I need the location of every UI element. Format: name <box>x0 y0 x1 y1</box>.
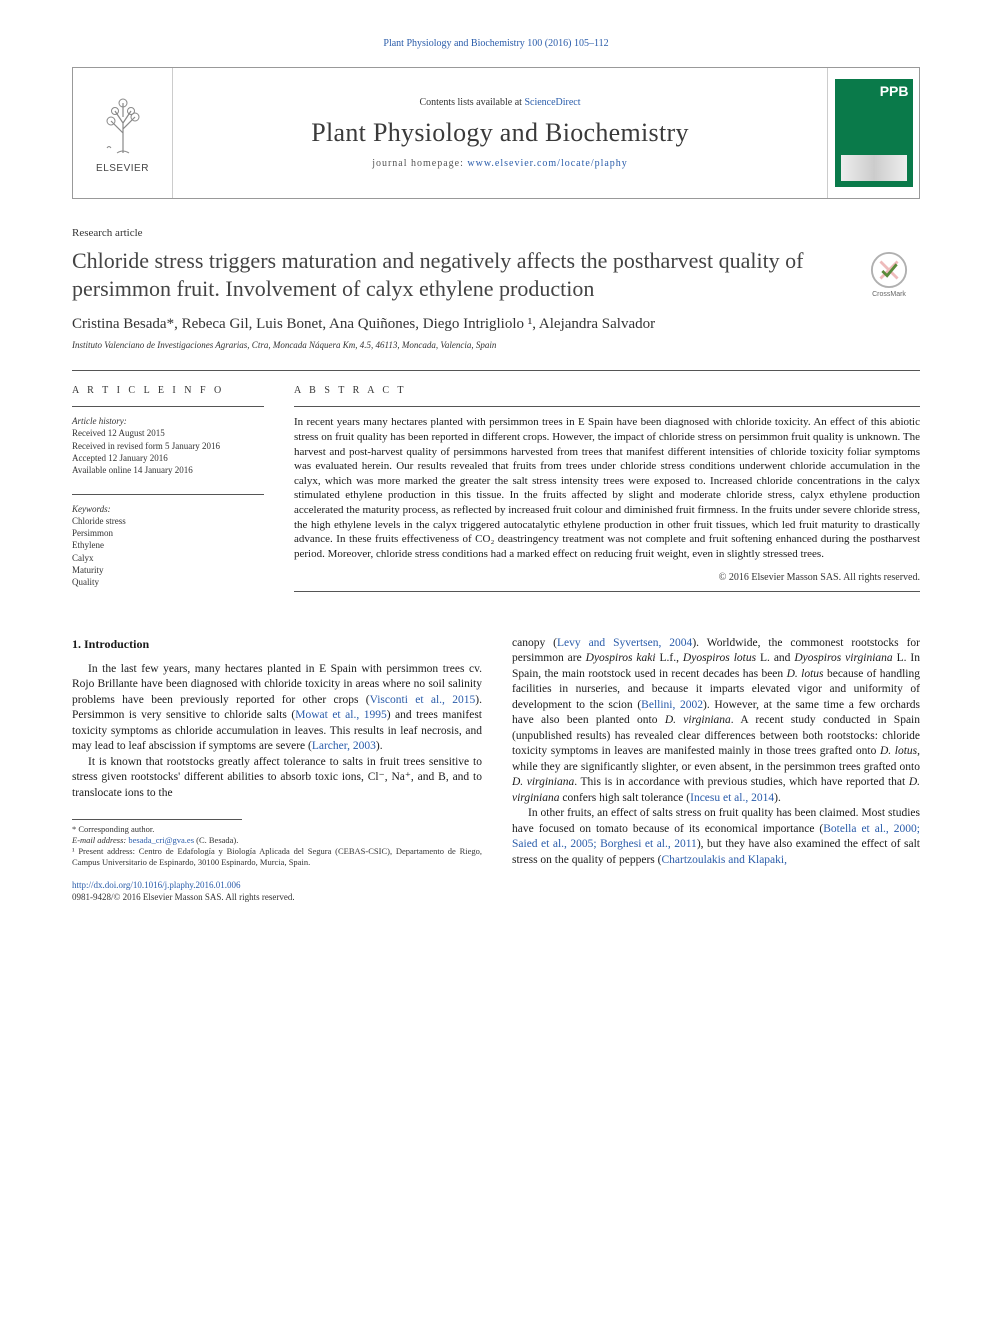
keyword: Ethylene <box>72 539 264 551</box>
crossmark-badge[interactable]: CrossMark <box>858 251 920 298</box>
keyword: Quality <box>72 576 264 588</box>
footnotes: * Corresponding author. E-mail address: … <box>72 824 482 868</box>
species-name: D. lotus <box>880 745 917 757</box>
header-mid: Contents lists available at ScienceDirec… <box>173 68 827 198</box>
paragraph: canopy (Levy and Syvertsen, 2004). World… <box>512 636 920 807</box>
homepage-prefix: journal homepage: <box>372 158 467 169</box>
keyword: Maturity <box>72 564 264 576</box>
citation-link[interactable]: Mowat et al., 1995 <box>295 709 386 721</box>
publisher-logo-cell: ELSEVIER <box>73 68 173 198</box>
species-name: D. virginiana <box>512 776 574 788</box>
text-run: ). <box>774 792 781 804</box>
divider <box>294 406 920 407</box>
history-revised: Received in revised form 5 January 2016 <box>72 440 264 452</box>
corresponding-author: * Corresponding author. <box>72 824 482 835</box>
body-columns: 1. Introduction In the last few years, m… <box>72 636 920 903</box>
running-head: Plant Physiology and Biochemistry 100 (2… <box>72 38 920 49</box>
footnote-rule <box>72 819 242 820</box>
text-run: confers high salt tolerance ( <box>560 792 691 804</box>
divider <box>72 406 264 407</box>
species-name: D. virginiana <box>665 714 731 726</box>
left-column: 1. Introduction In the last few years, m… <box>72 636 482 903</box>
divider <box>294 591 920 592</box>
journal-cover-thumb: PPB <box>835 79 913 187</box>
paragraph: In the last few years, many hectares pla… <box>72 662 482 755</box>
keyword: Persimmon <box>72 527 264 539</box>
article-info-heading: A R T I C L E I N F O <box>72 385 264 396</box>
keywords-block: Keywords: Chloride stress Persimmon Ethy… <box>72 503 264 588</box>
cover-mini-graphic <box>841 155 907 181</box>
email-line: E-mail address: besada_cri@gva.es (C. Be… <box>72 835 482 846</box>
citation-link[interactable]: Chartzoulakis and Klapaki, <box>661 854 787 866</box>
abstract-column: A B S T R A C T In recent years many hec… <box>294 371 920 591</box>
contents-prefix: Contents lists available at <box>419 97 524 108</box>
cover-abbrev: PPB <box>880 83 909 99</box>
affiliation: Instituto Valenciano de Investigaciones … <box>72 340 920 350</box>
sciencedirect-link[interactable]: ScienceDirect <box>524 97 580 108</box>
keywords-label: Keywords: <box>72 503 264 515</box>
journal-name: Plant Physiology and Biochemistry <box>185 118 815 148</box>
homepage-link[interactable]: www.elsevier.com/locate/plaphy <box>467 158 627 169</box>
species-name: D. lotus <box>787 668 824 680</box>
text-run: L.f., <box>656 652 683 664</box>
footer-links: http://dx.doi.org/10.1016/j.plaphy.2016.… <box>72 879 482 903</box>
paragraph: It is known that rootstocks greatly affe… <box>72 755 482 802</box>
paragraph: In other fruits, an effect of salts stre… <box>512 806 920 868</box>
crossmark-label: CrossMark <box>872 291 906 298</box>
citation-link[interactable]: Incesu et al., 2014 <box>690 792 774 804</box>
contents-available-line: Contents lists available at ScienceDirec… <box>185 97 815 108</box>
publisher-name: ELSEVIER <box>96 163 149 174</box>
citation-link[interactable]: Bellini, 2002 <box>641 699 703 711</box>
info-abstract-row: A R T I C L E I N F O Article history: R… <box>72 371 920 591</box>
history-label: Article history: <box>72 415 264 427</box>
present-address: ¹ Present address: Centro de Edafología … <box>72 846 482 868</box>
citation-link[interactable]: Levy and Syvertsen, 2004 <box>557 637 692 649</box>
citation-link[interactable]: Larcher, 2003 <box>312 740 376 752</box>
species-name: Dyospiros kaki <box>586 652 656 664</box>
keyword: Calyx <box>72 552 264 564</box>
abstract-text: In recent years many hectares planted wi… <box>294 415 920 561</box>
crossmark-icon <box>870 251 908 289</box>
right-column: canopy (Levy and Syvertsen, 2004). World… <box>512 636 920 903</box>
doi-link[interactable]: http://dx.doi.org/10.1016/j.plaphy.2016.… <box>72 880 241 890</box>
title-row: Chloride stress triggers maturation and … <box>72 247 920 314</box>
history-online: Available online 14 January 2016 <box>72 464 264 476</box>
cover-cell: PPB <box>827 68 919 198</box>
issn-copyright: 0981-9428/© 2016 Elsevier Masson SAS. Al… <box>72 892 295 902</box>
section-heading: 1. Introduction <box>72 636 482 652</box>
author-list: Cristina Besada*, Rebeca Gil, Luis Bonet… <box>72 314 920 334</box>
email-link[interactable]: besada_cri@gva.es <box>128 835 194 845</box>
abstract-heading: A B S T R A C T <box>294 385 920 396</box>
text-run: . This is in accordance with previous st… <box>574 776 909 788</box>
text-run: L. and <box>756 652 794 664</box>
email-who: (C. Besada). <box>194 835 238 845</box>
keyword: Chloride stress <box>72 515 264 527</box>
article-info-column: A R T I C L E I N F O Article history: R… <box>72 371 264 591</box>
email-label: E-mail address: <box>72 835 128 845</box>
text-run: canopy ( <box>512 637 557 649</box>
article-title: Chloride stress triggers maturation and … <box>72 247 844 302</box>
article-history: Article history: Received 12 August 2015… <box>72 415 264 476</box>
copyright-line: © 2016 Elsevier Masson SAS. All rights r… <box>294 572 920 583</box>
species-name: Dyospiros lotus <box>683 652 756 664</box>
species-name: Dyospiros virginiana <box>794 652 892 664</box>
homepage-line: journal homepage: www.elsevier.com/locat… <box>185 158 815 169</box>
citation-link[interactable]: Visconti et al., 2015 <box>370 694 476 706</box>
history-accepted: Accepted 12 January 2016 <box>72 452 264 464</box>
article-type: Research article <box>72 227 920 239</box>
history-received: Received 12 August 2015 <box>72 427 264 439</box>
journal-header-box: ELSEVIER Contents lists available at Sci… <box>72 67 920 199</box>
elsevier-tree-icon <box>93 93 153 161</box>
divider <box>72 494 264 495</box>
text-run: ). <box>376 740 383 752</box>
